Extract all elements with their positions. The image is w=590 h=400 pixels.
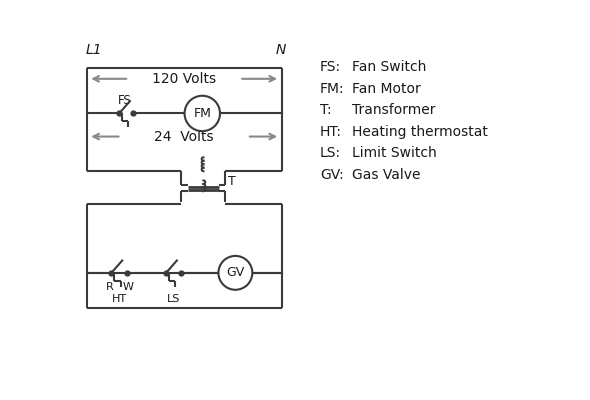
- Text: GV:: GV:: [320, 168, 344, 182]
- Text: LS:: LS:: [320, 146, 341, 160]
- Text: FS: FS: [117, 94, 132, 107]
- Text: T:: T:: [320, 103, 332, 117]
- Text: Fan Motor: Fan Motor: [352, 82, 421, 96]
- Text: LS: LS: [167, 294, 181, 304]
- Text: Heating thermostat: Heating thermostat: [352, 125, 489, 139]
- Text: L1: L1: [85, 43, 102, 57]
- Text: FS:: FS:: [320, 60, 341, 74]
- Text: W: W: [123, 282, 134, 292]
- Text: GV: GV: [226, 266, 244, 279]
- Text: FM:: FM:: [320, 82, 345, 96]
- Text: R: R: [106, 282, 114, 292]
- Text: FM: FM: [194, 107, 211, 120]
- Text: Transformer: Transformer: [352, 103, 436, 117]
- Text: 24  Volts: 24 Volts: [155, 130, 214, 144]
- Text: Fan Switch: Fan Switch: [352, 60, 427, 74]
- Circle shape: [185, 96, 220, 131]
- Text: Gas Valve: Gas Valve: [352, 168, 421, 182]
- Text: HT:: HT:: [320, 125, 342, 139]
- Text: T: T: [228, 175, 236, 188]
- Text: 120 Volts: 120 Volts: [152, 72, 217, 86]
- Text: Limit Switch: Limit Switch: [352, 146, 437, 160]
- Circle shape: [218, 256, 253, 290]
- Text: N: N: [276, 43, 286, 57]
- Text: HT: HT: [112, 294, 127, 304]
